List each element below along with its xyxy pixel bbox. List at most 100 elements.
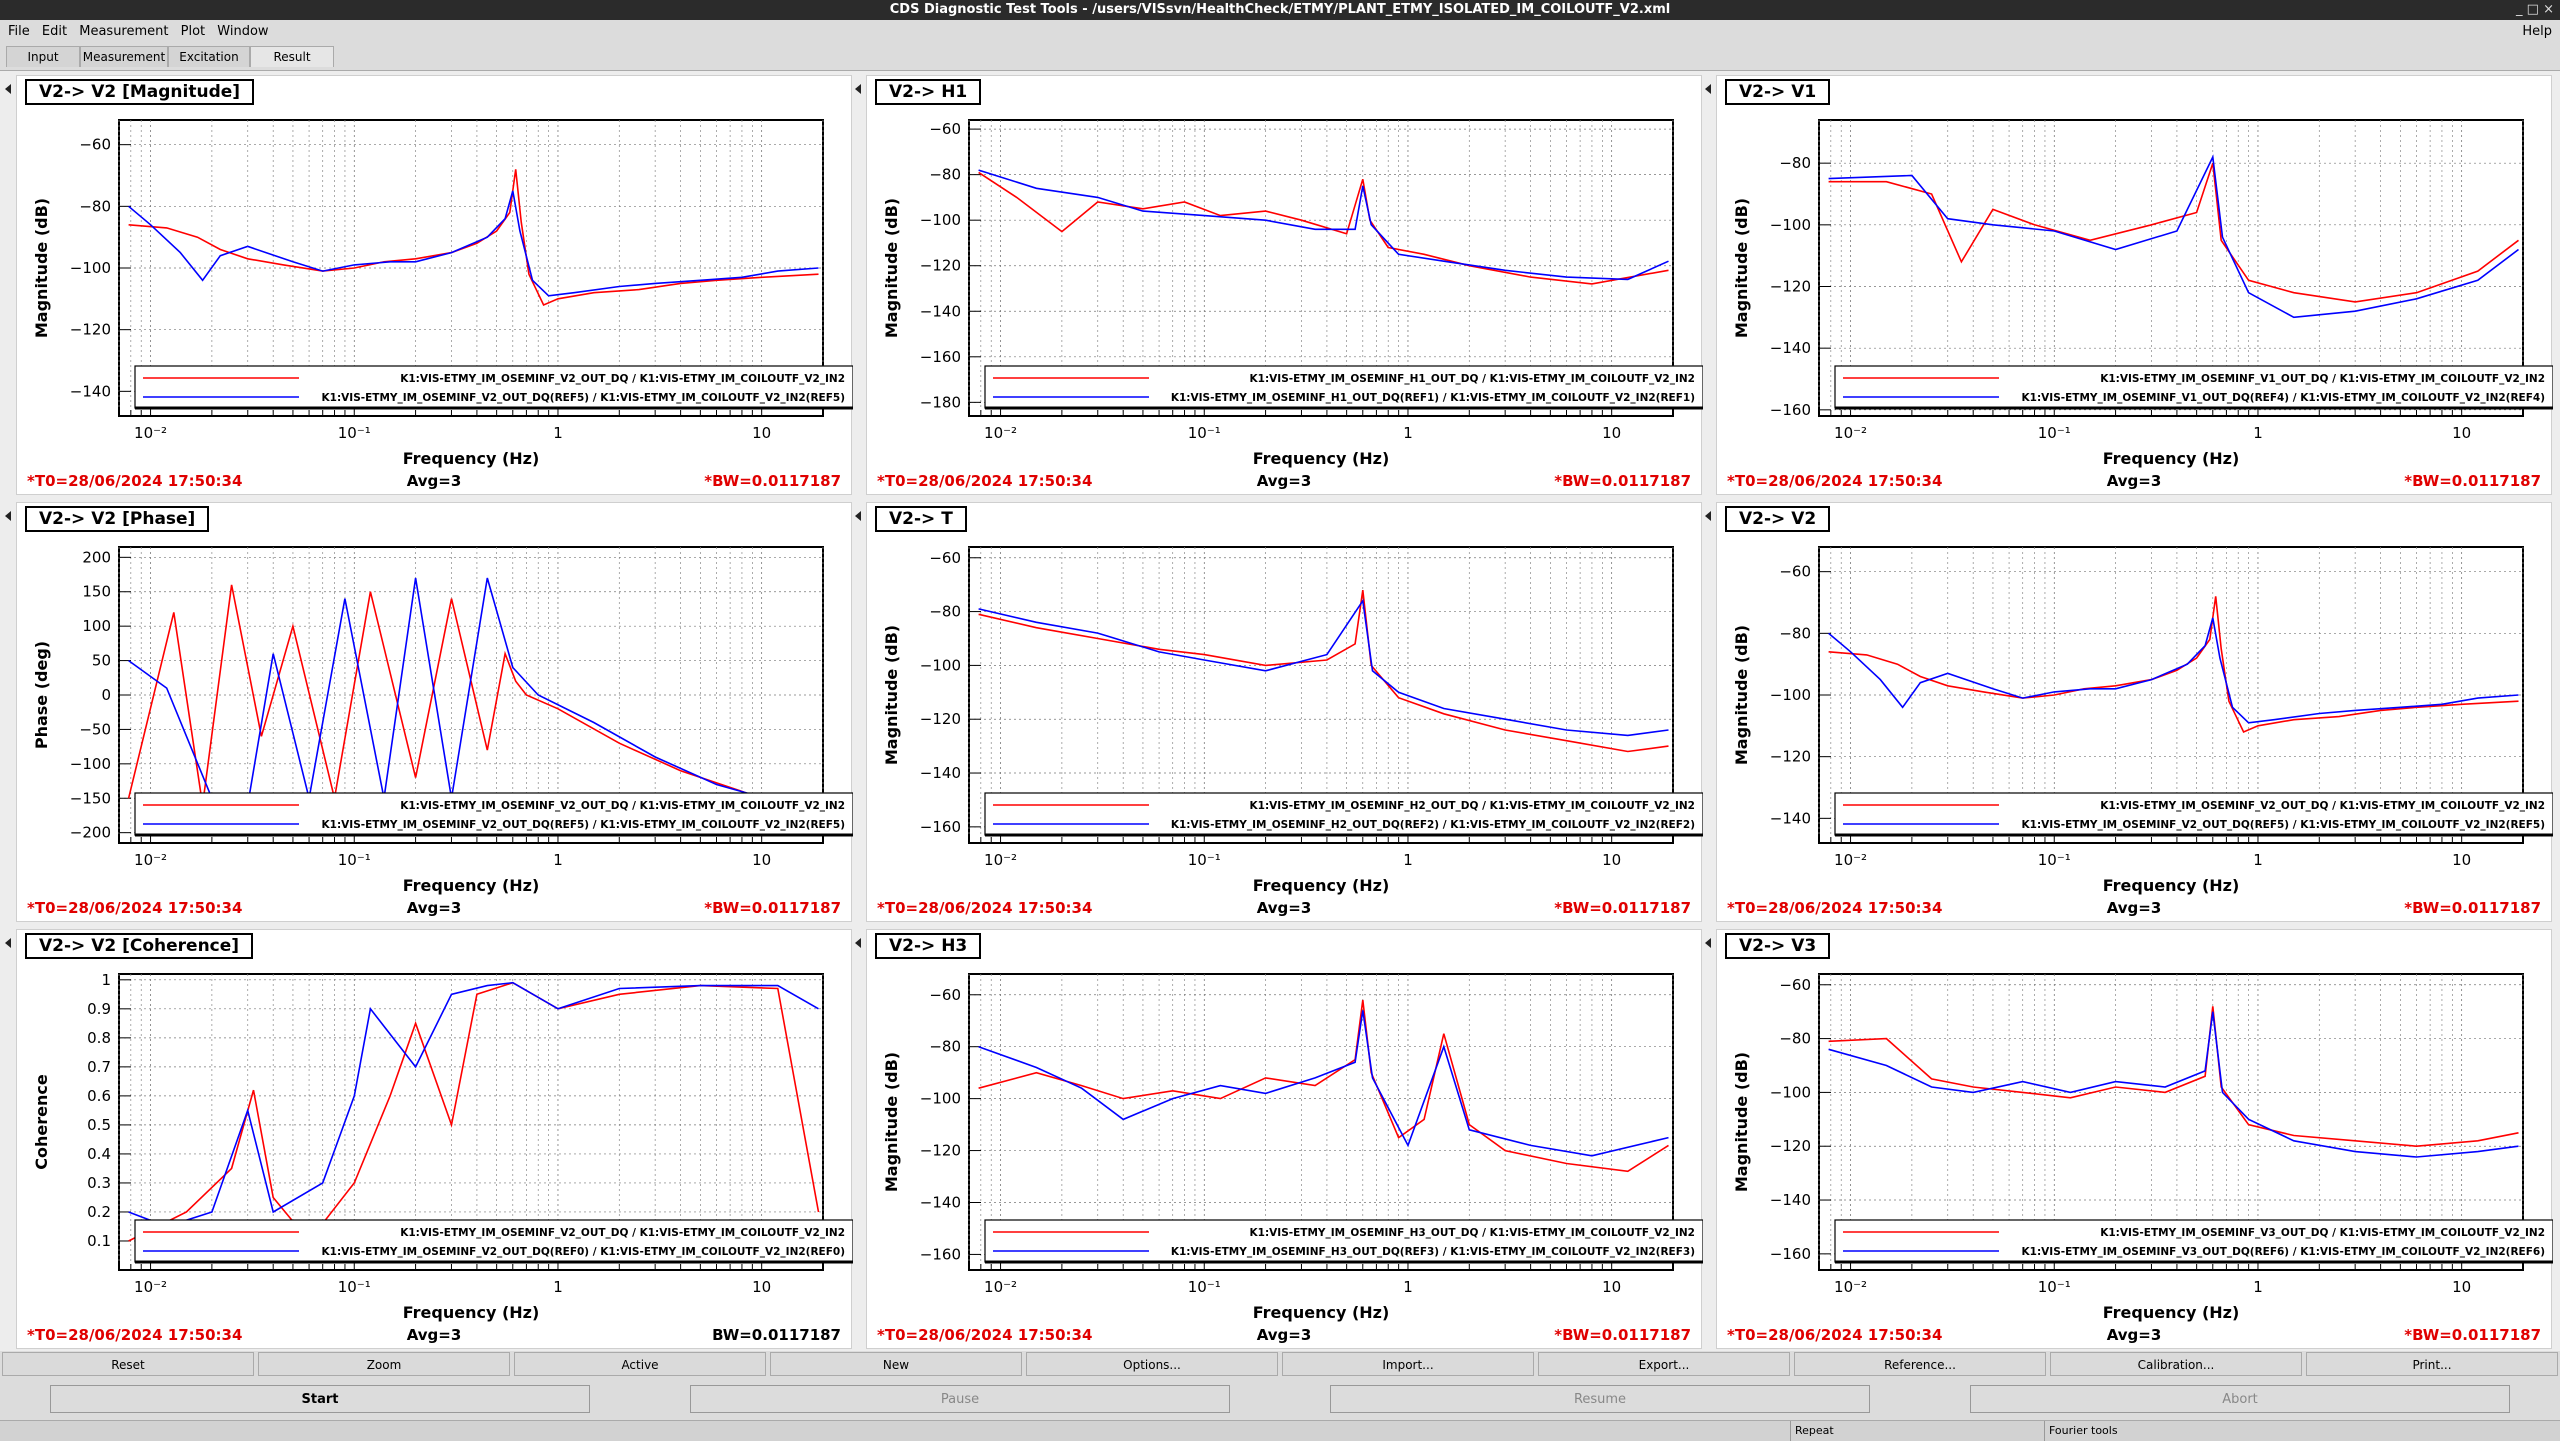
options-button[interactable]: Options... (1026, 1352, 1278, 1376)
y-tick-label: −100 (920, 1090, 961, 1108)
panel-collapse-arrow-icon[interactable] (855, 511, 861, 521)
y-tick-label: 0 (101, 686, 111, 704)
bandwidth-label: BW=0.0117187 (712, 1326, 841, 1344)
panel-collapse-arrow-icon[interactable] (1705, 511, 1711, 521)
plot-panel[interactable]: V2-> V2 −60 −80 −100 −120 −140 10⁻² 10⁻¹ 1 10 Magn… (1705, 502, 2553, 922)
menu-file[interactable]: File (8, 24, 30, 39)
zoom-button[interactable]: Zoom (258, 1352, 510, 1376)
y-tick-label: −140 (1770, 1191, 1811, 1209)
y-tick-label: −80 (929, 603, 961, 621)
menu-measurement[interactable]: Measurement (79, 24, 169, 39)
x-tick-label: 10⁻¹ (338, 1278, 371, 1296)
y-axis-label: Magnitude (dB) (882, 198, 901, 338)
plot-title-button[interactable]: V2-> V1 (1725, 79, 1831, 105)
menu-plot[interactable]: Plot (180, 24, 206, 39)
plot-panel[interactable]: V2-> V2 [Phase] 200 150 100 50 0 −50 −100 −150 −2… (5, 502, 853, 922)
active-button[interactable]: Active (514, 1352, 766, 1376)
plot-panel[interactable]: V2-> H3 −60 −80 −100 −120 −140 −160 10⁻² 10⁻¹ 1 10… (855, 929, 1703, 1349)
legend-entry: K1:VIS-ETMY_IM_OSEMINF_V2_OUT_DQ / K1:VI… (400, 1227, 845, 1239)
new-button[interactable]: New (770, 1352, 1022, 1376)
averages-label: Avg=3 (1256, 1326, 1312, 1344)
menu-window[interactable]: Window (217, 24, 269, 39)
y-tick-label: −120 (920, 1142, 961, 1160)
plot-footer: *T0=28/06/2024 17:50:34 Avg=3 *BW=0.011718… (867, 1326, 1701, 1344)
plot-panel[interactable]: V2-> V2 [Coherence] 1 0.9 0.8 0.7 0.6 0.5 0.4 0.… (5, 929, 853, 1349)
plot-title-button[interactable]: V2-> T (875, 506, 967, 532)
panel-collapse-arrow-icon[interactable] (5, 84, 11, 94)
plot-title-button[interactable]: V2-> H3 (875, 933, 982, 959)
y-tick-label: −80 (1779, 624, 1811, 642)
tab-measurement[interactable]: Measurement (80, 46, 168, 67)
plot-panel[interactable]: V2-> V2 [Magnitude] −60 −80 −100 −120 −140 10⁻… (5, 75, 853, 495)
tab-input[interactable]: Input (6, 46, 80, 67)
tab-result[interactable]: Result (250, 46, 334, 67)
calibration-button[interactable]: Calibration... (2050, 1352, 2302, 1376)
plot-footer: *T0=28/06/2024 17:50:34 Avg=3 *BW=0.011718… (867, 899, 1701, 917)
plot-title-button[interactable]: V2-> V2 (1725, 506, 1831, 532)
panel-collapse-arrow-icon[interactable] (1705, 84, 1711, 94)
x-tick-label: 1 (2253, 424, 2263, 442)
series-current-line (978, 999, 1669, 1173)
start-button[interactable]: Start (50, 1385, 590, 1413)
plot-title-button[interactable]: V2-> H1 (875, 79, 982, 105)
panel-collapse-arrow-icon[interactable] (5, 938, 11, 948)
y-axis-label: Phase (deg) (32, 641, 51, 749)
plot-panel[interactable]: V2-> V1 −80 −100 −120 −140 −160 10⁻² 10⁻¹ 1 10 Mag… (1705, 75, 2553, 495)
panel-collapse-arrow-icon[interactable] (855, 938, 861, 948)
x-tick-label: 10 (752, 424, 771, 442)
menu-help[interactable]: Help (2522, 24, 2552, 39)
y-tick-label: 150 (82, 583, 111, 601)
series-reference-line (1828, 1011, 2519, 1158)
menu-edit[interactable]: Edit (41, 24, 68, 39)
averages-label: Avg=3 (406, 472, 462, 490)
start-time-label: *T0=28/06/2024 17:50:34 (27, 1326, 243, 1344)
y-tick-label: −140 (1770, 339, 1811, 357)
y-tick-label: 50 (92, 652, 111, 670)
plot-title-button[interactable]: V2-> V2 [Coherence] (25, 933, 254, 959)
reference-button[interactable]: Reference... (1794, 1352, 2046, 1376)
start-time-label: *T0=28/06/2024 17:50:34 (1727, 472, 1943, 490)
y-tick-label: −160 (1770, 1245, 1811, 1263)
x-tick-label: 1 (553, 851, 563, 869)
plot-footer: *T0=28/06/2024 17:50:34 Avg=3 BW=0.0117187 (17, 1326, 851, 1344)
resume-button[interactable]: Resume (1330, 1385, 1870, 1413)
start-time-label: *T0=28/06/2024 17:50:34 (877, 472, 1093, 490)
y-tick-label: 0.6 (87, 1087, 111, 1105)
legend-entry: K1:VIS-ETMY_IM_OSEMINF_H2_OUT_DQ / K1:VI… (1250, 800, 1695, 812)
start-time-label: *T0=28/06/2024 17:50:34 (27, 472, 243, 490)
legend-box (134, 365, 853, 409)
import-button[interactable]: Import... (1282, 1352, 1534, 1376)
start-time-label: *T0=28/06/2024 17:50:34 (1727, 899, 1943, 917)
legend-entry: K1:VIS-ETMY_IM_OSEMINF_H3_OUT_DQ(REF3) /… (1171, 1246, 1695, 1258)
x-tick-label: 1 (2253, 851, 2263, 869)
panel-collapse-arrow-icon[interactable] (855, 84, 861, 94)
abort-button[interactable]: Abort (1970, 1385, 2510, 1413)
panel-collapse-arrow-icon[interactable] (5, 511, 11, 521)
plot-title-button[interactable]: V2-> V2 [Phase] (25, 506, 210, 532)
panel-collapse-arrow-icon[interactable] (1705, 938, 1711, 948)
series-current-line (1828, 1006, 2519, 1148)
x-tick-label: 10 (1602, 1278, 1621, 1296)
y-tick-label: 0.4 (87, 1145, 111, 1163)
plot-control-buttons: Reset Zoom Active New Options... Import... Exp… (0, 1352, 2560, 1378)
print-button[interactable]: Print... (2306, 1352, 2558, 1376)
export-button[interactable]: Export... (1538, 1352, 1790, 1376)
pause-button[interactable]: Pause (690, 1385, 1230, 1413)
reset-button[interactable]: Reset (2, 1352, 254, 1376)
legend-box (134, 1219, 853, 1263)
series-current-line (978, 171, 1669, 285)
plot-panel[interactable]: V2-> H1 −60 −80 −100 −120 −140 −160 −180 10⁻² 10⁻… (855, 75, 1703, 495)
plot-svg: −80 −100 −120 −140 −160 10⁻² 10⁻¹ 1 10 Magnitude … (1732, 119, 2553, 468)
tab-excitation[interactable]: Excitation (168, 46, 250, 67)
plot-title-button[interactable]: V2-> V3 (1725, 933, 1831, 959)
x-tick-label: 10 (752, 851, 771, 869)
plot-panel[interactable]: V2-> T −60 −80 −100 −120 −140 −160 10⁻² 10⁻¹ 1 10 M… (855, 502, 1703, 922)
plot-panel[interactable]: V2-> V3 −60 −80 −100 −120 −140 −160 10⁻² 10⁻¹ 1 10… (1705, 929, 2553, 1349)
x-tick-label: 10⁻¹ (1188, 1278, 1221, 1296)
y-tick-label: −60 (1779, 976, 1811, 994)
window-controls[interactable]: _ □ × (2516, 2, 2554, 17)
series-current-line (1828, 596, 2519, 734)
x-tick-label: 10 (2452, 1278, 2471, 1296)
bandwidth-label: *BW=0.0117187 (2404, 1326, 2541, 1344)
plot-title-button[interactable]: V2-> V2 [Magnitude] (25, 79, 255, 105)
